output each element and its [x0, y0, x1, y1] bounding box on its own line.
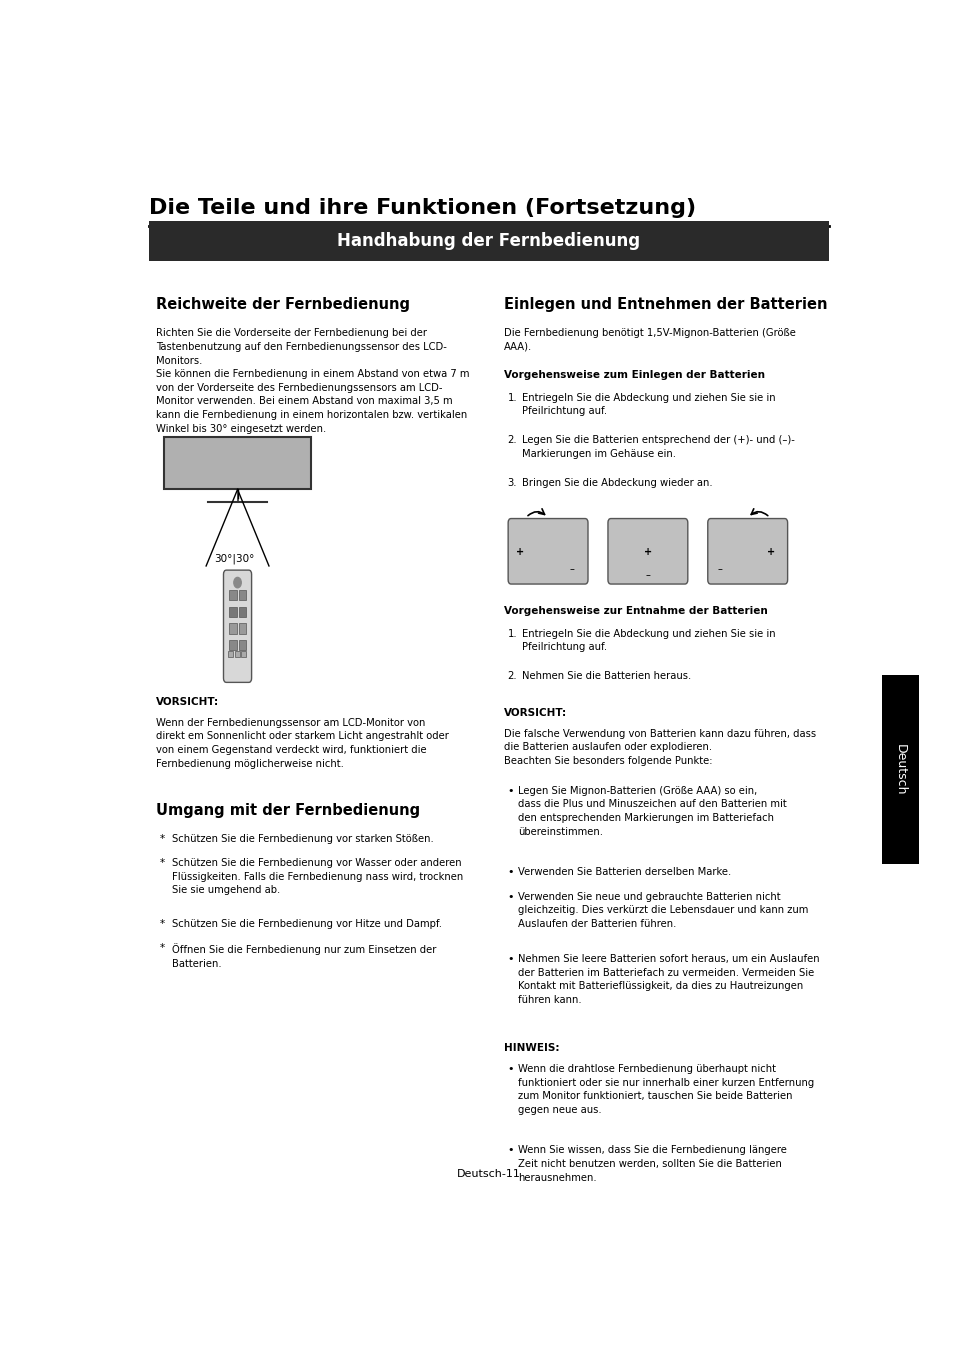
Text: Deutsch: Deutsch [893, 744, 906, 795]
Text: –: – [569, 564, 574, 575]
Text: 1.: 1. [507, 393, 517, 402]
FancyBboxPatch shape [229, 624, 236, 633]
Text: Wenn die drahtlose Fernbedienung überhaupt nicht
funktioniert oder sie nur inner: Wenn die drahtlose Fernbedienung überhau… [518, 1064, 814, 1115]
FancyBboxPatch shape [239, 624, 246, 633]
Text: Vorgehensweise zur Entnahme der Batterien: Vorgehensweise zur Entnahme der Batterie… [503, 606, 766, 616]
Text: Bringen Sie die Abdeckung wieder an.: Bringen Sie die Abdeckung wieder an. [521, 478, 712, 487]
Text: Schützen Sie die Fernbedienung vor Hitze und Dampf.: Schützen Sie die Fernbedienung vor Hitze… [172, 919, 442, 929]
Text: Richten Sie die Vorderseite der Fernbedienung bei der
Tastenbenutzung auf den Fe: Richten Sie die Vorderseite der Fernbedi… [156, 328, 469, 433]
FancyBboxPatch shape [229, 590, 236, 601]
Text: Die Teile und ihre Funktionen (Fortsetzung): Die Teile und ihre Funktionen (Fortsetzu… [149, 198, 696, 219]
FancyBboxPatch shape [228, 651, 233, 657]
FancyBboxPatch shape [164, 437, 311, 490]
FancyBboxPatch shape [882, 675, 918, 864]
Text: Einlegen und Entnehmen der Batterien: Einlegen und Entnehmen der Batterien [503, 297, 826, 312]
Text: *: * [160, 919, 165, 929]
Text: Nehmen Sie leere Batterien sofort heraus, um ein Auslaufen
der Batterien im Batt: Nehmen Sie leere Batterien sofort heraus… [518, 954, 820, 1004]
Text: •: • [507, 954, 514, 964]
Text: •: • [507, 892, 514, 902]
FancyBboxPatch shape [607, 518, 687, 585]
Text: Öffnen Sie die Fernbedienung nur zum Einsetzen der
Batterien.: Öffnen Sie die Fernbedienung nur zum Ein… [172, 944, 436, 969]
Circle shape [233, 578, 241, 587]
Text: Die falsche Verwendung von Batterien kann dazu führen, dass
die Batterien auslau: Die falsche Verwendung von Batterien kan… [503, 729, 815, 765]
FancyBboxPatch shape [149, 221, 828, 261]
Text: 30°|30°: 30°|30° [213, 554, 253, 564]
FancyBboxPatch shape [239, 640, 246, 651]
Text: •: • [507, 1145, 514, 1156]
FancyBboxPatch shape [223, 570, 252, 682]
FancyBboxPatch shape [241, 651, 246, 657]
Text: •: • [507, 786, 514, 795]
Text: Verwenden Sie neue und gebrauchte Batterien nicht
gleichzeitig. Dies verkürzt di: Verwenden Sie neue und gebrauchte Batter… [518, 892, 808, 929]
Text: Schützen Sie die Fernbedienung vor Wasser oder anderen
Flüssigkeiten. Falls die : Schützen Sie die Fernbedienung vor Wasse… [172, 859, 463, 895]
Text: Schützen Sie die Fernbedienung vor starken Stößen.: Schützen Sie die Fernbedienung vor stark… [172, 834, 434, 844]
Text: Deutsch-11: Deutsch-11 [456, 1169, 520, 1179]
Text: Umgang mit der Fernbedienung: Umgang mit der Fernbedienung [156, 803, 420, 818]
Text: –: – [717, 564, 721, 575]
Text: VORSICHT:: VORSICHT: [156, 697, 219, 707]
Text: Nehmen Sie die Batterien heraus.: Nehmen Sie die Batterien heraus. [521, 671, 691, 682]
Text: Verwenden Sie Batterien derselben Marke.: Verwenden Sie Batterien derselben Marke. [518, 867, 731, 876]
FancyBboxPatch shape [229, 606, 236, 617]
Text: Die Fernbedienung benötigt 1,5V-Mignon-Batterien (Größe
AAA).: Die Fernbedienung benötigt 1,5V-Mignon-B… [503, 328, 795, 352]
Text: 1.: 1. [507, 629, 517, 639]
Text: Entriegeln Sie die Abdeckung und ziehen Sie sie in
Pfeilrichtung auf.: Entriegeln Sie die Abdeckung und ziehen … [521, 629, 775, 652]
Text: *: * [160, 859, 165, 868]
FancyBboxPatch shape [234, 651, 239, 657]
FancyBboxPatch shape [229, 640, 236, 651]
Text: Legen Sie die Batterien entsprechend der (+)- und (–)-
Markierungen im Gehäuse e: Legen Sie die Batterien entsprechend der… [521, 436, 794, 459]
Text: Entriegeln Sie die Abdeckung und ziehen Sie sie in
Pfeilrichtung auf.: Entriegeln Sie die Abdeckung und ziehen … [521, 393, 775, 416]
Text: 3.: 3. [507, 478, 517, 487]
Text: HINWEIS:: HINWEIS: [503, 1044, 558, 1053]
FancyBboxPatch shape [239, 590, 246, 601]
FancyBboxPatch shape [239, 606, 246, 617]
Text: +: + [643, 547, 651, 556]
Text: Reichweite der Fernbedienung: Reichweite der Fernbedienung [156, 297, 410, 312]
FancyBboxPatch shape [707, 518, 787, 585]
Text: Vorgehensweise zum Einlegen der Batterien: Vorgehensweise zum Einlegen der Batterie… [503, 370, 764, 379]
Text: 2.: 2. [507, 436, 517, 446]
FancyBboxPatch shape [508, 518, 587, 585]
Text: VORSICHT:: VORSICHT: [503, 707, 566, 718]
Text: •: • [507, 1064, 514, 1075]
Text: +: + [516, 547, 523, 556]
Text: Wenn der Fernbedienungssensor am LCD-Monitor von
direkt em Sonnenlicht oder star: Wenn der Fernbedienungssensor am LCD-Mon… [156, 718, 449, 768]
Text: +: + [766, 547, 775, 556]
Text: •: • [507, 867, 514, 876]
Text: *: * [160, 834, 165, 844]
Text: Handhabung der Fernbedienung: Handhabung der Fernbedienung [337, 232, 639, 250]
Text: *: * [160, 944, 165, 953]
Text: Legen Sie Mignon-Batterien (Größe AAA) so ein,
dass die Plus und Minuszeichen au: Legen Sie Mignon-Batterien (Größe AAA) s… [518, 786, 786, 837]
Text: 2.: 2. [507, 671, 517, 682]
Text: –: – [645, 570, 650, 579]
Text: Wenn Sie wissen, dass Sie die Fernbedienung längere
Zeit nicht benutzen werden, : Wenn Sie wissen, dass Sie die Fernbedien… [518, 1145, 786, 1183]
